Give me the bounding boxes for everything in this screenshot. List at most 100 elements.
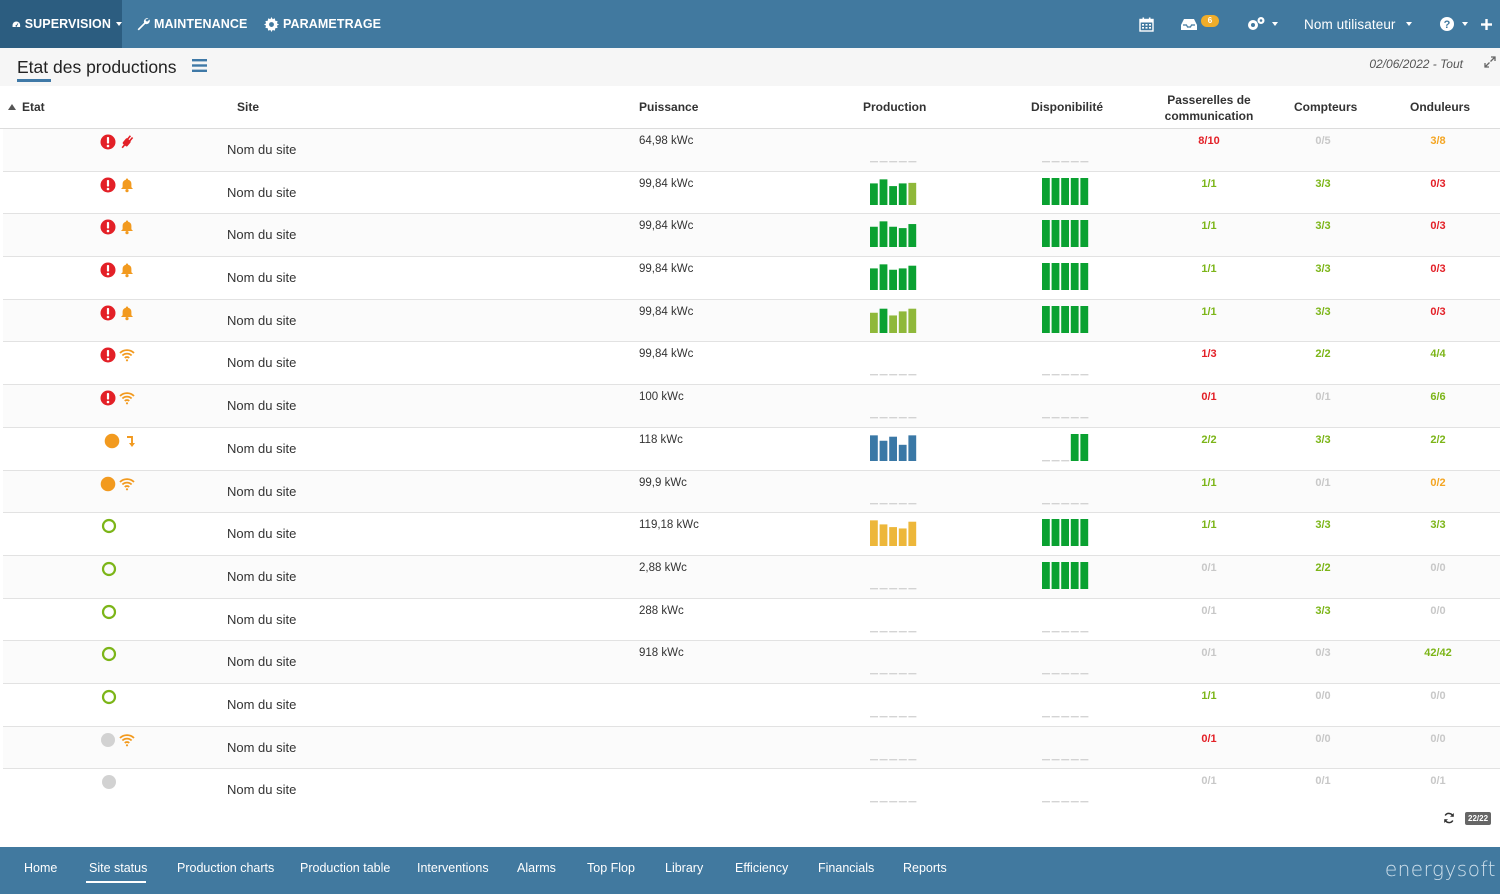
tab-financials[interactable]: Financials (818, 861, 875, 875)
availability-sparkbars[interactable] (1041, 604, 1089, 634)
compteurs-ratio[interactable]: 0/1 (1315, 775, 1331, 788)
table-row[interactable]: Nom du site 99,9 kWc 1/1 0/1 0/2 (3, 470, 1500, 514)
table-row[interactable]: Nom du site 99,84 kWc 1/3 2/2 4/4 (3, 342, 1500, 386)
settings-menu[interactable] (1246, 0, 1278, 48)
table-row[interactable]: Nom du site 99,84 kWc 1/1 3/3 0/3 (3, 214, 1500, 258)
availability-sparkbars[interactable] (1041, 774, 1089, 804)
col-passerelles[interactable]: Passerelles de communication (1159, 92, 1259, 124)
passerelles-ratio[interactable]: 1/1 (1201, 689, 1217, 702)
production-sparkbars[interactable] (869, 732, 917, 762)
production-sparkbars[interactable] (869, 561, 917, 591)
production-sparkbars[interactable] (869, 689, 917, 719)
onduleurs-ratio[interactable]: 3/3 (1430, 519, 1446, 532)
table-row[interactable]: Nom du site 2,88 kWc 0/1 2/2 0/0 (3, 555, 1500, 599)
site-name[interactable]: Nom du site (227, 739, 297, 755)
site-name[interactable]: Nom du site (227, 312, 297, 328)
refresh-icon[interactable] (1443, 811, 1455, 829)
availability-sparkbars[interactable] (1041, 262, 1089, 292)
onduleurs-ratio[interactable]: 0/3 (1430, 263, 1446, 276)
table-row[interactable]: Nom du site 0/1 0/0 0/0 (3, 726, 1500, 770)
col-puissance[interactable]: Puissance (639, 100, 699, 114)
table-row[interactable]: Nom du site 118 kWc 2/2 3/3 2/2 (3, 427, 1500, 471)
tab-library[interactable]: Library (665, 861, 704, 875)
availability-sparkbars[interactable] (1041, 219, 1089, 249)
production-sparkbars[interactable] (869, 262, 917, 292)
tab-production-charts[interactable]: Production charts (177, 861, 275, 875)
compteurs-ratio[interactable]: 0/1 (1315, 391, 1331, 404)
inbox-button[interactable] (1181, 0, 1201, 48)
passerelles-ratio[interactable]: 0/1 (1201, 775, 1217, 788)
onduleurs-ratio[interactable]: 6/6 (1430, 391, 1446, 404)
passerelles-ratio[interactable]: 0/1 (1201, 604, 1217, 617)
nav-supervision[interactable]: SUPERVISION (0, 0, 122, 48)
tab-production-table[interactable]: Production table (300, 861, 391, 875)
table-row[interactable]: Nom du site 64,98 kWc 8/10 0/5 3/8 (3, 129, 1500, 172)
onduleurs-ratio[interactable]: 0/2 (1430, 476, 1446, 489)
availability-sparkbars[interactable] (1041, 433, 1089, 463)
availability-sparkbars[interactable] (1041, 390, 1089, 420)
table-row[interactable]: Nom du site 0/1 0/1 0/1 (3, 769, 1500, 814)
add-button[interactable] (1481, 0, 1496, 48)
onduleurs-ratio[interactable]: 0/0 (1430, 689, 1446, 702)
compteurs-ratio[interactable]: 2/2 (1315, 561, 1331, 574)
tab-interventions[interactable]: Interventions (417, 861, 489, 875)
table-row[interactable]: Nom du site 119,18 kWc 1/1 3/3 3/3 (3, 513, 1500, 556)
col-compteurs[interactable]: Compteurs (1294, 100, 1358, 114)
tab-home[interactable]: Home (24, 861, 58, 875)
tab-top-flop[interactable]: Top Flop (587, 861, 635, 875)
table-row[interactable]: Nom du site 288 kWc 0/1 3/3 0/0 (3, 598, 1500, 642)
compteurs-ratio[interactable]: 3/3 (1315, 177, 1331, 190)
site-name[interactable]: Nom du site (227, 696, 297, 712)
compteurs-ratio[interactable]: 0/3 (1315, 647, 1331, 660)
availability-sparkbars[interactable] (1041, 134, 1089, 164)
onduleurs-ratio[interactable]: 0/1 (1430, 775, 1446, 788)
passerelles-ratio[interactable]: 1/3 (1201, 348, 1217, 361)
production-sparkbars[interactable] (869, 177, 917, 207)
production-sparkbars[interactable] (869, 646, 917, 676)
compteurs-ratio[interactable]: 3/3 (1315, 220, 1331, 233)
compteurs-ratio[interactable]: 3/3 (1315, 433, 1331, 446)
passerelles-ratio[interactable]: 1/1 (1201, 177, 1217, 190)
production-sparkbars[interactable] (869, 774, 917, 804)
production-sparkbars[interactable] (869, 305, 917, 335)
col-onduleurs[interactable]: Onduleurs (1410, 100, 1471, 114)
site-name[interactable]: Nom du site (227, 142, 297, 157)
production-sparkbars[interactable] (869, 390, 917, 420)
table-row[interactable]: Nom du site 99,84 kWc 1/1 3/3 0/3 (3, 171, 1500, 215)
availability-sparkbars[interactable] (1041, 177, 1089, 207)
col-disponibilite[interactable]: Disponibilité (1031, 100, 1103, 114)
passerelles-ratio[interactable]: 1/1 (1201, 305, 1217, 318)
onduleurs-ratio[interactable]: 2/2 (1430, 433, 1446, 446)
compteurs-ratio[interactable]: 0/5 (1315, 135, 1331, 147)
compteurs-ratio[interactable]: 3/3 (1315, 305, 1331, 318)
onduleurs-ratio[interactable]: 0/3 (1430, 220, 1446, 233)
availability-sparkbars[interactable] (1041, 646, 1089, 676)
site-name[interactable]: Nom du site (227, 270, 297, 286)
compteurs-ratio[interactable]: 0/0 (1315, 732, 1331, 745)
compteurs-ratio[interactable]: 3/3 (1315, 263, 1331, 276)
onduleurs-ratio[interactable]: 0/3 (1430, 177, 1446, 190)
availability-sparkbars[interactable] (1041, 561, 1089, 591)
passerelles-ratio[interactable]: 1/1 (1201, 476, 1217, 489)
tab-site-status[interactable]: Site status (89, 861, 148, 875)
production-sparkbars[interactable] (869, 347, 917, 377)
site-name[interactable]: Nom du site (227, 398, 297, 414)
col-etat[interactable]: Etat (8, 100, 45, 114)
help-menu[interactable]: ? (1440, 0, 1468, 48)
onduleurs-ratio[interactable]: 0/0 (1430, 732, 1446, 745)
passerelles-ratio[interactable]: 0/1 (1201, 732, 1217, 745)
passerelles-ratio[interactable]: 1/1 (1201, 220, 1217, 233)
passerelles-ratio[interactable]: 2/2 (1201, 433, 1217, 446)
production-sparkbars[interactable] (869, 518, 917, 548)
site-name[interactable]: Nom du site (227, 227, 297, 243)
availability-sparkbars[interactable] (1041, 347, 1089, 377)
passerelles-ratio[interactable]: 1/1 (1201, 519, 1217, 532)
table-row[interactable]: Nom du site 99,84 kWc 1/1 3/3 0/3 (3, 299, 1500, 343)
passerelles-ratio[interactable]: 0/1 (1201, 561, 1217, 574)
passerelles-ratio[interactable]: 8/10 (1198, 135, 1220, 147)
site-name[interactable]: Nom du site (227, 782, 297, 798)
compteurs-ratio[interactable]: 0/0 (1315, 689, 1331, 702)
nav-parametrage[interactable]: PARAMETRAGE (264, 0, 381, 48)
onduleurs-ratio[interactable]: 0/0 (1430, 561, 1446, 574)
site-name[interactable]: Nom du site (227, 483, 297, 499)
